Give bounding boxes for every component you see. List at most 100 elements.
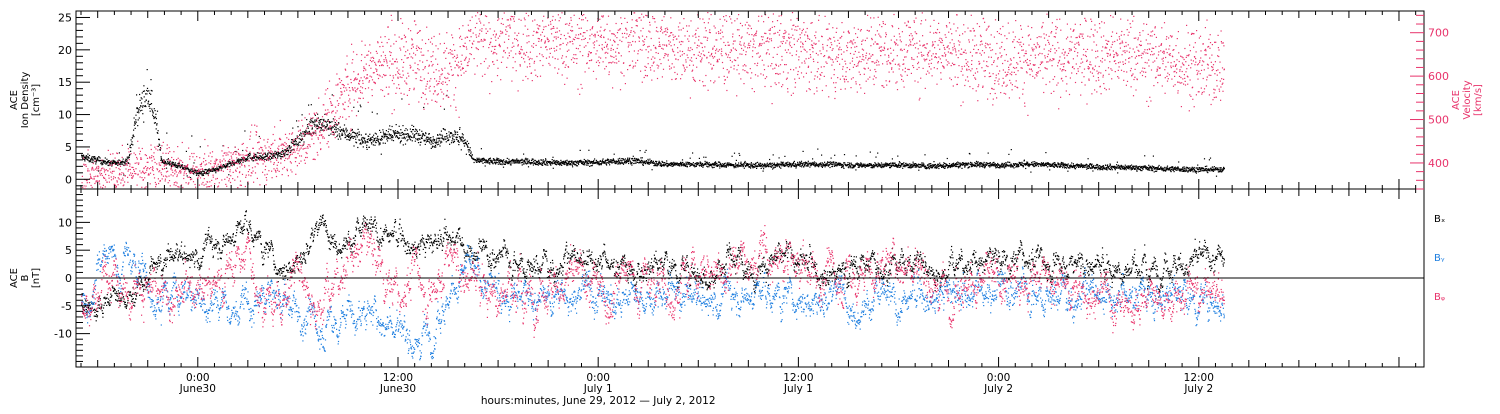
data-point xyxy=(841,166,843,168)
data-point xyxy=(740,162,742,164)
data-point xyxy=(979,165,981,167)
data-point xyxy=(248,152,251,154)
data-point xyxy=(108,177,110,179)
data-point xyxy=(153,177,156,179)
data-point xyxy=(535,162,537,164)
data-point xyxy=(489,163,491,165)
data-point xyxy=(834,163,836,165)
data-point xyxy=(765,163,767,165)
data-point xyxy=(355,138,357,140)
data-point xyxy=(955,164,957,166)
data-point xyxy=(286,170,288,172)
data-point xyxy=(1000,165,1002,167)
data-point xyxy=(287,154,289,156)
data-point xyxy=(354,132,356,134)
data-point xyxy=(414,128,417,130)
data-point xyxy=(579,160,581,162)
data-point xyxy=(389,138,391,140)
data-point xyxy=(161,160,163,162)
data-point xyxy=(325,121,327,123)
data-point xyxy=(382,135,384,137)
data-point xyxy=(354,132,356,134)
data-point xyxy=(628,159,630,161)
data-point xyxy=(212,167,214,169)
data-point xyxy=(126,160,128,162)
data-point xyxy=(735,166,737,169)
data-point xyxy=(335,127,337,129)
data-point xyxy=(934,164,936,166)
data-point xyxy=(368,135,370,137)
data-point xyxy=(183,177,185,180)
data-point xyxy=(803,162,805,164)
data-point xyxy=(456,138,458,141)
data-point xyxy=(1147,167,1150,169)
data-point xyxy=(458,136,460,138)
data-point xyxy=(93,178,95,180)
data-point xyxy=(1019,162,1021,165)
data-point xyxy=(969,153,971,155)
data-point xyxy=(115,185,117,188)
data-point xyxy=(210,160,212,162)
data-point xyxy=(196,156,198,158)
data-point xyxy=(834,165,837,167)
data-point xyxy=(1108,166,1110,168)
data-point xyxy=(98,180,100,182)
data-point xyxy=(1017,166,1019,168)
data-point xyxy=(520,162,522,164)
data-point xyxy=(827,164,829,166)
data-point xyxy=(966,162,968,165)
data-point xyxy=(891,164,893,166)
data-point xyxy=(1136,168,1138,170)
data-point xyxy=(362,136,364,139)
data-point xyxy=(974,162,976,164)
data-point xyxy=(927,164,929,166)
data-point xyxy=(692,164,694,166)
data-point xyxy=(1041,165,1043,167)
data-point xyxy=(309,133,311,135)
data-point xyxy=(869,164,871,167)
data-point xyxy=(398,137,401,139)
data-point xyxy=(1095,165,1097,167)
data-point xyxy=(223,164,226,166)
data-point xyxy=(1073,166,1075,169)
data-point xyxy=(1163,167,1165,169)
data-point xyxy=(277,155,279,157)
data-point xyxy=(992,162,994,164)
data-point xyxy=(136,158,138,160)
data-point xyxy=(923,163,925,165)
data-point xyxy=(235,170,237,172)
data-point xyxy=(615,161,617,163)
data-point xyxy=(218,170,220,172)
data-point xyxy=(139,110,141,112)
data-point xyxy=(1070,164,1072,166)
data-point xyxy=(1067,170,1069,172)
data-point xyxy=(157,149,159,151)
data-point xyxy=(772,168,774,170)
data-point xyxy=(1181,170,1183,172)
data-point xyxy=(100,162,103,164)
data-point xyxy=(1158,168,1160,170)
data-point xyxy=(921,162,923,164)
data-point xyxy=(666,160,668,162)
data-point xyxy=(1044,164,1046,166)
data-point xyxy=(712,167,714,169)
data-point xyxy=(154,146,156,148)
data-point xyxy=(643,160,645,162)
data-point xyxy=(842,166,844,168)
data-point xyxy=(1045,152,1047,154)
data-point xyxy=(585,160,587,162)
data-point xyxy=(1148,168,1150,170)
data-point xyxy=(241,143,243,145)
data-point xyxy=(136,107,138,109)
data-point xyxy=(942,165,944,167)
data-point xyxy=(606,159,608,162)
data-point xyxy=(197,170,199,172)
data-point xyxy=(310,132,312,135)
data-point xyxy=(283,149,285,151)
data-point xyxy=(1221,171,1223,173)
data-point xyxy=(242,142,244,145)
data-point xyxy=(149,103,152,105)
data-point xyxy=(1152,170,1154,172)
data-point xyxy=(1003,167,1006,169)
data-point xyxy=(160,159,162,161)
